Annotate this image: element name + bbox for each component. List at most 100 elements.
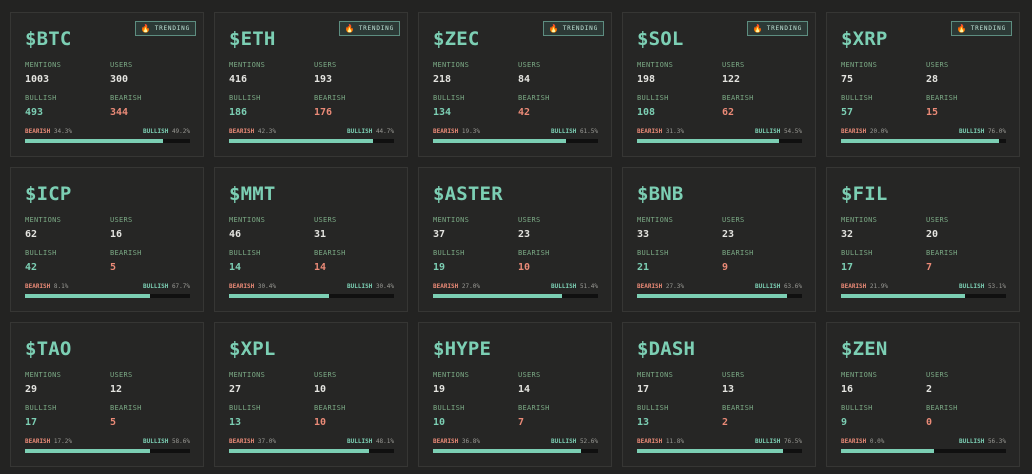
token-card[interactable]: $BTC 🔥 TRENDING MENTIONS USERS 1003 300 …	[10, 12, 204, 157]
mentions-label: MENTIONS	[637, 216, 674, 224]
bearish-percent: BEARISH 8.1%	[25, 283, 68, 290]
sentiment-bar-bullish-fill	[637, 139, 779, 143]
users-value: 28	[926, 74, 939, 85]
users-value: 193	[314, 74, 333, 85]
bearish-label: BEARISH	[722, 94, 754, 102]
mentions-label: MENTIONS	[841, 216, 878, 224]
token-card[interactable]: $SOL 🔥 TRENDING MENTIONS USERS 198 122 B…	[622, 12, 816, 157]
bullish-percent-label: BULLISH	[347, 283, 373, 290]
mentions-label: MENTIONS	[229, 61, 266, 69]
mentions-label: MENTIONS	[433, 371, 470, 379]
sentiment-bar	[229, 294, 394, 298]
mentions-value: 416	[229, 74, 248, 85]
ticker-symbol: $TAO	[25, 338, 72, 360]
bullish-percent-value: 48.1%	[375, 438, 394, 445]
trending-badge: 🔥 TRENDING	[134, 21, 196, 36]
sentiment-bar	[637, 139, 802, 143]
users-value: 20	[926, 229, 939, 240]
bullish-percent-label: BULLISH	[755, 283, 781, 290]
bullish-value: 493	[25, 107, 44, 118]
bullish-percent-value: 49.2%	[171, 128, 190, 135]
sentiment-bar-bullish-fill	[841, 294, 965, 298]
fire-icon: 🔥	[344, 23, 355, 33]
token-card[interactable]: $HYPE MENTIONS USERS 19 14 BULLISH BEARI…	[418, 322, 612, 467]
sentiment-bar-bullish-fill	[25, 294, 151, 298]
bullish-value: 14	[229, 262, 242, 273]
token-card[interactable]: $ZEN MENTIONS USERS 16 2 BULLISH BEARISH…	[826, 322, 1020, 467]
ticker-symbol: $ZEC	[433, 28, 480, 50]
bearish-percent-value: 27.3%	[665, 283, 684, 290]
bullish-label: BULLISH	[433, 249, 465, 257]
ticker-symbol: $ASTER	[433, 183, 503, 205]
bullish-label: BULLISH	[637, 94, 669, 102]
sentiment-bar-bullish-fill	[25, 139, 163, 143]
users-label: USERS	[926, 61, 949, 69]
fire-icon: 🔥	[140, 23, 151, 33]
bullish-percent-label: BULLISH	[959, 128, 985, 135]
bearish-label: BEARISH	[110, 404, 142, 412]
bullish-percent-label: BULLISH	[755, 128, 781, 135]
bullish-label: BULLISH	[637, 404, 669, 412]
bearish-value: 2	[722, 417, 729, 428]
bullish-percent-value: 52.6%	[579, 438, 598, 445]
mentions-label: MENTIONS	[25, 371, 62, 379]
bearish-percent-label: BEARISH	[229, 283, 255, 290]
users-label: USERS	[110, 371, 133, 379]
token-card[interactable]: $TAO MENTIONS USERS 29 12 BULLISH BEARIS…	[10, 322, 204, 467]
token-card[interactable]: $MMT MENTIONS USERS 46 31 BULLISH BEARIS…	[214, 167, 408, 312]
mentions-label: MENTIONS	[229, 371, 266, 379]
bearish-percent-label: BEARISH	[637, 128, 663, 135]
bearish-label: BEARISH	[926, 94, 958, 102]
bearish-value: 15	[926, 107, 939, 118]
sentiment-bar-bullish-fill	[841, 139, 1000, 143]
bearish-percent-value: 11.8%	[665, 438, 684, 445]
ticker-symbol: $BNB	[637, 183, 684, 205]
bullish-percent-value: 61.5%	[579, 128, 598, 135]
bearish-label: BEARISH	[926, 249, 958, 257]
token-card[interactable]: $ETH 🔥 TRENDING MENTIONS USERS 416 193 B…	[214, 12, 408, 157]
bullish-label: BULLISH	[433, 404, 465, 412]
bullish-percent-label: BULLISH	[959, 283, 985, 290]
bearish-percent-label: BEARISH	[637, 438, 663, 445]
bullish-percent-label: BULLISH	[551, 128, 577, 135]
token-card[interactable]: $FIL MENTIONS USERS 32 20 BULLISH BEARIS…	[826, 167, 1020, 312]
bullish-percent-value: 63.6%	[783, 283, 802, 290]
users-label: USERS	[722, 371, 745, 379]
bullish-percent: BULLISH 30.4%	[347, 283, 394, 290]
bearish-value: 5	[110, 262, 117, 273]
token-card[interactable]: $ICP MENTIONS USERS 62 16 BULLISH BEARIS…	[10, 167, 204, 312]
bullish-percent-value: 58.6%	[171, 438, 190, 445]
bearish-percent-label: BEARISH	[229, 438, 255, 445]
bearish-value: 10	[314, 417, 327, 428]
sentiment-bar	[229, 139, 394, 143]
bearish-percent: BEARISH 30.4%	[229, 283, 276, 290]
bullish-label: BULLISH	[25, 404, 57, 412]
token-card[interactable]: $DASH MENTIONS USERS 17 13 BULLISH BEARI…	[622, 322, 816, 467]
bullish-percent: BULLISH 76.5%	[755, 438, 802, 445]
bearish-label: BEARISH	[926, 404, 958, 412]
bullish-percent-label: BULLISH	[755, 438, 781, 445]
bearish-percent-label: BEARISH	[229, 128, 255, 135]
token-card[interactable]: $ASTER MENTIONS USERS 37 23 BULLISH BEAR…	[418, 167, 612, 312]
sentiment-bar	[841, 449, 1006, 453]
bullish-percent-value: 53.1%	[987, 283, 1006, 290]
users-label: USERS	[722, 216, 745, 224]
token-card[interactable]: $ZEC 🔥 TRENDING MENTIONS USERS 218 84 BU…	[418, 12, 612, 157]
fire-icon: 🔥	[548, 23, 559, 33]
ticker-symbol: $XPL	[229, 338, 276, 360]
ticker-symbol: $SOL	[637, 28, 684, 50]
token-card[interactable]: $XPL MENTIONS USERS 27 10 BULLISH BEARIS…	[214, 322, 408, 467]
users-label: USERS	[314, 216, 337, 224]
bullish-label: BULLISH	[229, 249, 261, 257]
bearish-percent-value: 36.8%	[461, 438, 480, 445]
ticker-symbol: $FIL	[841, 183, 888, 205]
mentions-value: 218	[433, 74, 452, 85]
bullish-value: 42	[25, 262, 38, 273]
bearish-percent-label: BEARISH	[637, 283, 663, 290]
bullish-percent: BULLISH 63.6%	[755, 283, 802, 290]
bearish-value: 14	[314, 262, 327, 273]
token-card[interactable]: $XRP 🔥 TRENDING MENTIONS USERS 75 28 BUL…	[826, 12, 1020, 157]
bearish-percent-value: 17.2%	[53, 438, 72, 445]
bearish-percent-label: BEARISH	[25, 283, 51, 290]
token-card[interactable]: $BNB MENTIONS USERS 33 23 BULLISH BEARIS…	[622, 167, 816, 312]
